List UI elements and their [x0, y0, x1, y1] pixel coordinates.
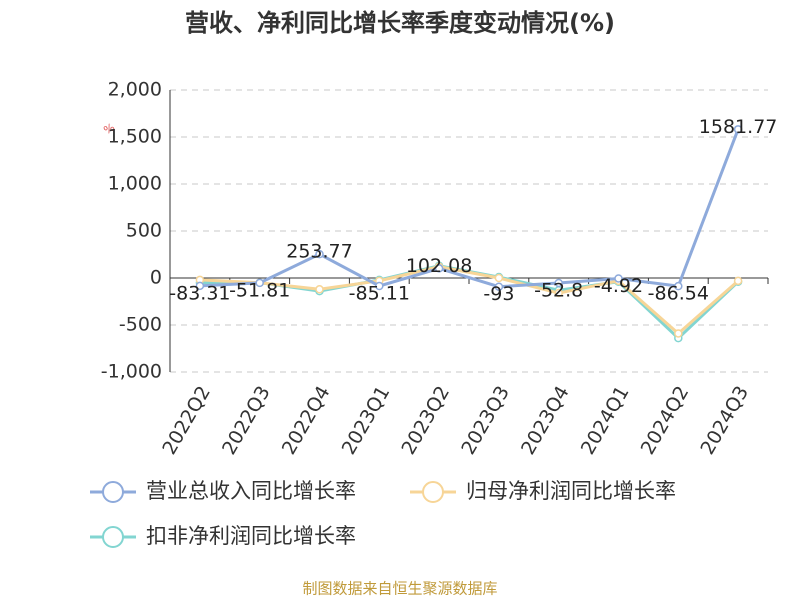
x-tick-label: 2023Q4 — [517, 382, 574, 458]
data-point — [674, 281, 683, 291]
legend-marker — [102, 481, 124, 503]
data-point — [733, 125, 743, 134]
chart-title: 营收、净利同比增长率季度变动情况(%) — [185, 9, 615, 37]
x-tick-label: 2023Q1 — [338, 382, 395, 458]
y-tick-label: -1,000 — [101, 361, 162, 383]
data-point — [315, 249, 324, 259]
data-label: 1581.77 — [699, 116, 778, 138]
legend-label: 营业总收入同比增长率 — [146, 479, 356, 503]
series-line — [199, 265, 740, 336]
y-tick-label: 2,000 — [108, 79, 162, 101]
y-tick-label: 500 — [126, 220, 162, 242]
x-tick-label: 2024Q1 — [577, 382, 634, 458]
y-tick-label: 0 — [150, 267, 162, 289]
data-point — [494, 273, 504, 283]
x-tick-label: 2024Q2 — [637, 382, 694, 458]
data-label: -83.31 — [169, 282, 230, 304]
data-point — [315, 285, 324, 294]
x-tick-label: 2023Q2 — [397, 382, 454, 458]
y-tick-label: 1,000 — [108, 173, 162, 195]
data-point — [554, 278, 563, 288]
data-label: -52.8 — [534, 279, 583, 301]
data-point — [674, 329, 683, 338]
data-label: -86.54 — [648, 283, 709, 305]
data-label: -51.81 — [229, 279, 290, 301]
series-line — [199, 128, 740, 289]
data-point — [554, 288, 563, 298]
data-point — [434, 264, 444, 273]
legend-label: 扣非净利润同比增长率 — [146, 524, 356, 548]
x-tick-label: 2022Q2 — [158, 382, 215, 458]
y-tick-label: 1,500 — [108, 126, 162, 148]
y-tick-label: -500 — [119, 314, 162, 336]
legend-marker — [422, 481, 444, 503]
data-label: -85.11 — [349, 283, 410, 305]
data-point — [614, 274, 623, 283]
data-label: -93 — [483, 283, 514, 305]
source-note: 制图数据来自恒生聚源数据库 — [302, 580, 497, 598]
legend-marker — [102, 526, 124, 548]
x-tick-label: 2024Q3 — [696, 382, 753, 458]
legend-label: 归母净利润同比增长率 — [466, 479, 676, 503]
data-point — [375, 281, 384, 291]
data-point — [733, 276, 743, 286]
data-point — [494, 282, 504, 291]
data-point — [255, 278, 264, 288]
data-point — [195, 281, 205, 291]
data-label: 102.08 — [406, 255, 472, 277]
x-tick-label: 2022Q4 — [278, 382, 335, 458]
data-label: 253.77 — [286, 241, 352, 263]
x-tick-label: 2022Q3 — [218, 382, 275, 458]
x-tick-label: 2023Q3 — [457, 382, 514, 458]
data-label: -4.92 — [594, 275, 643, 297]
